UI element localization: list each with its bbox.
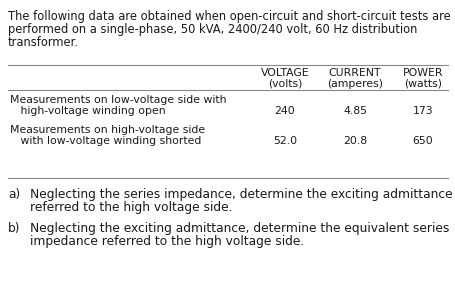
Text: 240: 240 bbox=[274, 106, 295, 116]
Text: performed on a single-phase, 50 kVA, 2400/240 volt, 60 Hz distribution: performed on a single-phase, 50 kVA, 240… bbox=[8, 23, 416, 36]
Text: (amperes): (amperes) bbox=[326, 79, 382, 89]
Text: VOLTAGE: VOLTAGE bbox=[260, 68, 308, 78]
Text: 20.8: 20.8 bbox=[342, 136, 366, 146]
Text: 650: 650 bbox=[412, 136, 432, 146]
Text: 4.85: 4.85 bbox=[342, 106, 366, 116]
Text: 173: 173 bbox=[412, 106, 432, 116]
Text: Neglecting the exciting admittance, determine the equivalent series: Neglecting the exciting admittance, dete… bbox=[30, 222, 448, 235]
Text: b): b) bbox=[8, 222, 20, 235]
Text: POWER: POWER bbox=[402, 68, 442, 78]
Text: The following data are obtained when open-circuit and short-circuit tests are: The following data are obtained when ope… bbox=[8, 10, 450, 23]
Text: CURRENT: CURRENT bbox=[328, 68, 380, 78]
Text: 52.0: 52.0 bbox=[273, 136, 296, 146]
Text: (volts): (volts) bbox=[267, 79, 302, 89]
Text: Measurements on high-voltage side: Measurements on high-voltage side bbox=[10, 125, 205, 135]
Text: referred to the high voltage side.: referred to the high voltage side. bbox=[30, 201, 232, 214]
Text: with low-voltage winding shorted: with low-voltage winding shorted bbox=[10, 136, 201, 146]
Text: Neglecting the series impedance, determine the exciting admittance: Neglecting the series impedance, determi… bbox=[30, 188, 452, 201]
Text: (watts): (watts) bbox=[403, 79, 441, 89]
Text: a): a) bbox=[8, 188, 20, 201]
Text: Measurements on low-voltage side with: Measurements on low-voltage side with bbox=[10, 95, 226, 105]
Text: high-voltage winding open: high-voltage winding open bbox=[10, 106, 165, 116]
Text: transformer.: transformer. bbox=[8, 36, 79, 49]
Text: impedance referred to the high voltage side.: impedance referred to the high voltage s… bbox=[30, 235, 303, 248]
